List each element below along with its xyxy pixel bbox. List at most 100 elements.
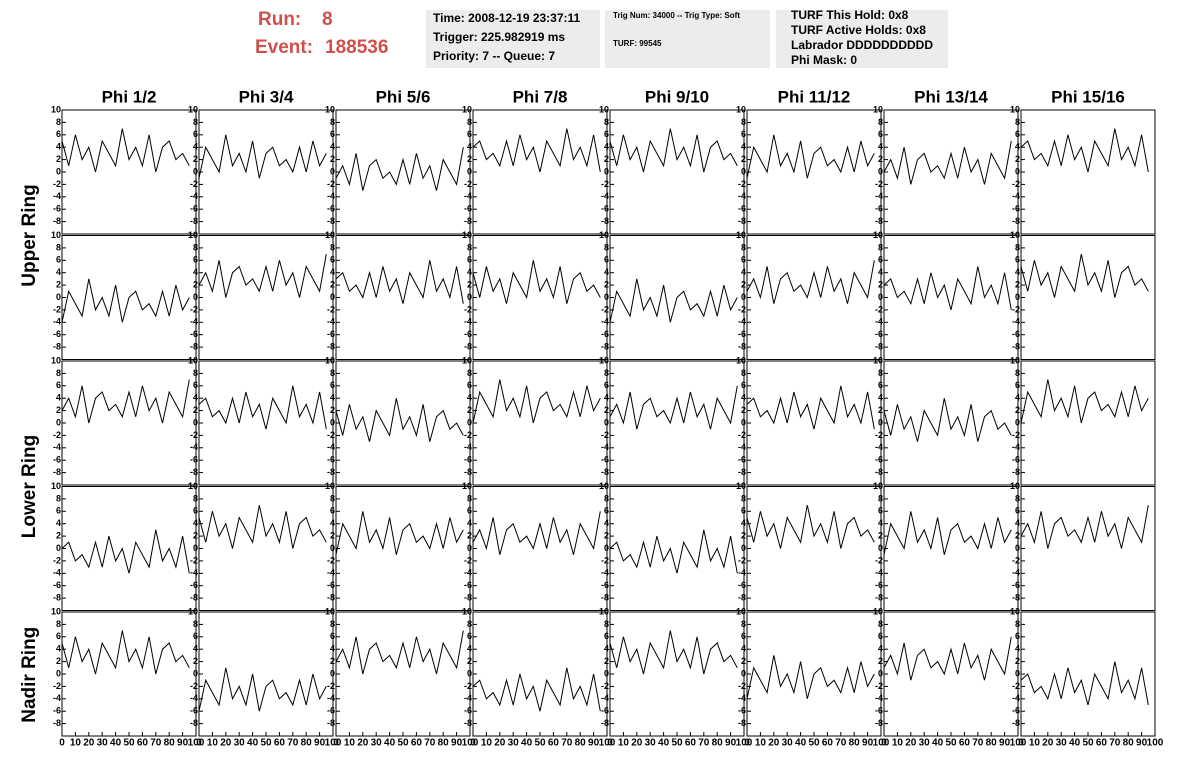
y-tick-label: -2 — [875, 304, 883, 314]
y-tick-label: 4 — [878, 142, 883, 152]
y-tick-label: -2 — [738, 304, 746, 314]
y-tick-label: 4 — [1015, 518, 1020, 528]
y-tick-label: -4 — [327, 191, 335, 201]
panel-frame — [61, 611, 197, 737]
x-tick-label: 70 — [835, 738, 847, 749]
x-tick-label: 90 — [862, 738, 874, 749]
y-tick-label: 10 — [599, 481, 609, 491]
y-tick-label: 6 — [878, 255, 883, 265]
y-tick-label: -4 — [1012, 568, 1020, 578]
waveform — [472, 511, 601, 555]
y-tick-label: 0 — [1015, 543, 1020, 553]
x-tick-label: 80 — [849, 738, 861, 749]
run-number: 8 — [322, 9, 333, 30]
y-tick-label: -4 — [601, 191, 609, 201]
x-tick-label: 30 — [782, 738, 794, 749]
y-tick-label: 8 — [193, 117, 198, 127]
info-text: Phi Mask: 0 — [791, 53, 857, 67]
y-tick-label: -8 — [464, 592, 472, 602]
y-tick-label: -2 — [738, 179, 746, 189]
y-tick-label: 10 — [462, 355, 472, 365]
y-tick-label: -4 — [464, 568, 472, 578]
y-tick-label: 6 — [1015, 129, 1020, 139]
y-tick-label: 10 — [873, 104, 883, 114]
waveform — [883, 140, 1012, 185]
y-tick-label: 4 — [878, 267, 883, 277]
y-tick-label: 2 — [604, 530, 609, 540]
y-tick-label: 4 — [330, 142, 335, 152]
y-tick-label: 6 — [467, 631, 472, 641]
y-tick-label: -8 — [464, 718, 472, 728]
panel-frame — [472, 611, 608, 737]
waveform — [61, 128, 190, 173]
y-tick-label: 2 — [193, 656, 198, 666]
y-tick-label: 8 — [330, 493, 335, 503]
y-tick-label: -8 — [53, 341, 61, 351]
y-tick-label: -2 — [875, 681, 883, 691]
y-tick-label: -8 — [1012, 216, 1020, 226]
y-tick-label: -4 — [327, 317, 335, 327]
y-tick-label: 0 — [56, 417, 61, 427]
y-tick-label: 10 — [188, 104, 198, 114]
y-tick-label: -2 — [327, 555, 335, 565]
y-tick-label: -4 — [190, 442, 198, 452]
info-text: TURF This Hold: 0x8 — [791, 8, 909, 22]
waveform — [609, 385, 738, 430]
y-tick-label: 6 — [467, 129, 472, 139]
waveform — [198, 385, 327, 430]
y-tick-label: 0 — [741, 417, 746, 427]
x-tick-label: 20 — [1042, 738, 1054, 749]
y-tick-label: 8 — [56, 619, 61, 629]
y-tick-label: 6 — [193, 380, 198, 390]
y-tick-label: 10 — [188, 481, 198, 491]
y-tick-label: -6 — [464, 329, 472, 339]
y-tick-label: 6 — [330, 380, 335, 390]
x-tick-label: 30 — [234, 738, 246, 749]
panel-frame — [1020, 611, 1156, 737]
y-tick-label: -4 — [53, 568, 61, 578]
y-tick-label: 6 — [878, 380, 883, 390]
x-tick-label: 10 — [344, 738, 356, 749]
y-tick-label: 10 — [51, 481, 61, 491]
y-tick-label: 6 — [193, 631, 198, 641]
y-tick-label: -6 — [53, 204, 61, 214]
panel-frame — [472, 360, 608, 486]
y-tick-label: 2 — [604, 154, 609, 164]
y-tick-label: -4 — [738, 693, 746, 703]
x-tick-label: 100 — [325, 738, 342, 749]
y-tick-label: -8 — [464, 341, 472, 351]
y-tick-label: 10 — [51, 230, 61, 240]
y-tick-label: 6 — [878, 129, 883, 139]
y-tick-label: 4 — [741, 142, 746, 152]
y-tick-label: -6 — [190, 455, 198, 465]
y-tick-label: 4 — [56, 518, 61, 528]
y-tick-label: -8 — [53, 592, 61, 602]
y-tick-label: -4 — [738, 568, 746, 578]
y-tick-label: 0 — [604, 668, 609, 678]
x-tick-label: 70 — [150, 738, 162, 749]
y-tick-label: -4 — [464, 191, 472, 201]
y-tick-label: 0 — [741, 166, 746, 176]
y-tick-label: 0 — [56, 292, 61, 302]
y-tick-label: -6 — [1012, 455, 1020, 465]
y-tick-label: 8 — [604, 117, 609, 127]
x-tick-label: 10 — [755, 738, 767, 749]
y-tick-label: 6 — [604, 631, 609, 641]
x-tick-label: 0 — [333, 738, 339, 749]
y-tick-label: -6 — [1012, 706, 1020, 716]
y-tick-label: 0 — [193, 292, 198, 302]
info-text: TURF: 99545 — [613, 39, 662, 48]
y-tick-label: -2 — [875, 179, 883, 189]
y-tick-label: -6 — [738, 580, 746, 590]
x-tick-label: 100 — [188, 738, 205, 749]
y-tick-label: 6 — [741, 631, 746, 641]
y-tick-label: 8 — [56, 493, 61, 503]
y-tick-label: 4 — [604, 267, 609, 277]
y-tick-label: -6 — [738, 706, 746, 716]
panel-frame — [609, 360, 745, 486]
waveform — [61, 529, 190, 574]
y-tick-label: -4 — [464, 693, 472, 703]
y-tick-label: -2 — [601, 304, 609, 314]
y-tick-label: -4 — [1012, 191, 1020, 201]
y-tick-label: 6 — [56, 506, 61, 516]
